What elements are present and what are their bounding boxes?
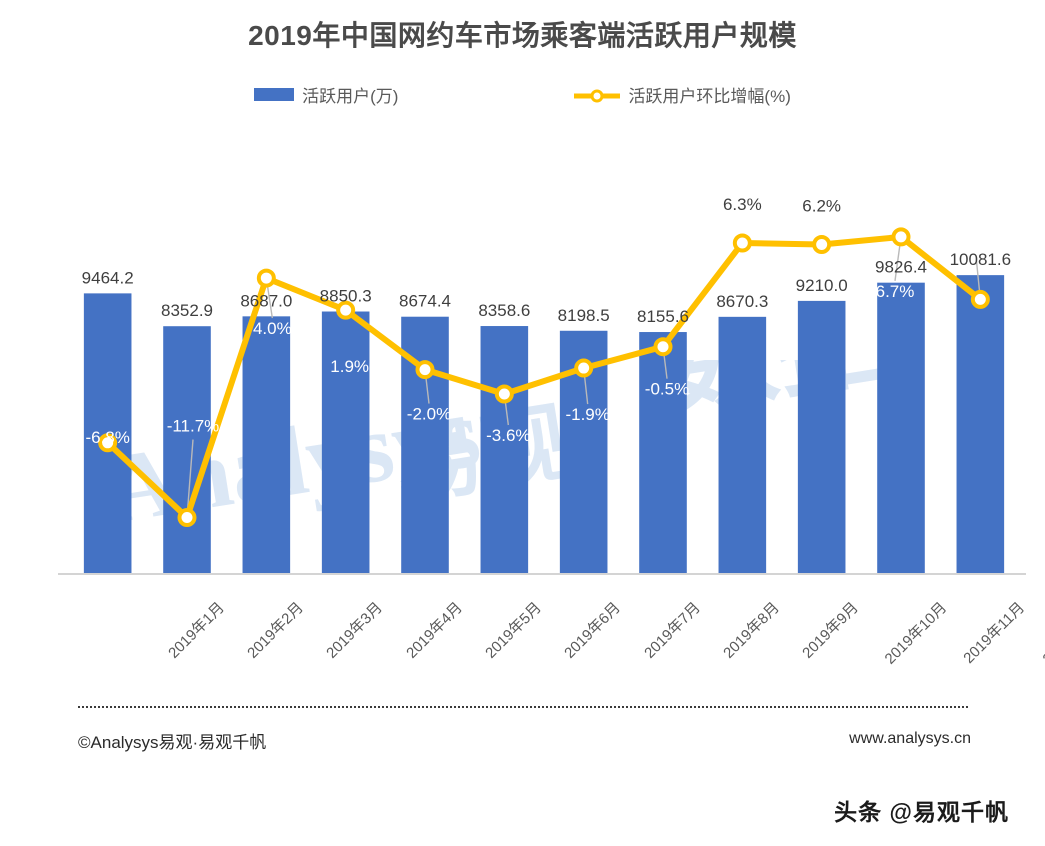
bar-9[interactable] [718,316,767,573]
chart-title: 2019年中国网约车市场乘客端活跃用户规模 [248,20,797,51]
bar-value-label-2: 8352.9 [161,301,213,320]
bar-11[interactable] [877,282,925,573]
growth-value-label-6: -3.6% [486,426,530,445]
line-marker-1[interactable] [98,433,118,453]
growth-value-label-1: -6.8% [85,428,129,447]
legend-line-swatch-icon [574,88,621,102]
bar-value-label-6: 8358.6 [478,301,530,320]
bar-series-group [83,275,1005,573]
bar-value-label-9: 8670.3 [716,292,768,311]
bar-value-label-1: 9464.2 [82,268,134,287]
growth-value-label-7: -1.9% [565,405,609,424]
chart-legend: 活跃用户(万) 活跃用户环比增幅(%) [0,82,1045,107]
legend-item-growth-rate-label: 活跃用户环比增幅(%) [628,87,791,106]
growth-value-label-8: -0.5% [645,380,689,399]
bar-value-label-5: 8674.4 [399,292,451,311]
leader-line-2 [186,439,194,518]
bar-1[interactable] [83,293,132,573]
bar-value-label-3: 8687.0 [240,291,292,310]
growth-value-label-2: -11.7% [167,417,220,436]
bar-value-labels: 9464.2 8352.9 8687.0 8850.3 8674.4 8358.6 8198… [82,250,1011,326]
legend-item-growth-rate[interactable]: 活跃用户环比增幅(%) [574,82,791,107]
line-marker-4[interactable] [336,300,356,320]
bar-8[interactable] [639,332,687,573]
line-marker-11[interactable] [891,227,911,247]
bar-value-label-7: 8198.5 [558,306,610,325]
line-series-group [98,227,990,528]
bar-value-label-8: 8155.6 [637,307,689,326]
bar-2[interactable] [163,326,211,573]
bar-3[interactable] [242,316,291,573]
growth-value-label-3: 4.0% [253,319,292,338]
footer-divider [78,706,968,708]
footer-website[interactable]: www.analysys.cn [849,730,971,747]
legend-item-active-users-label: 活跃用户(万) [302,87,399,106]
bar-value-label-4: 8850.3 [320,287,372,306]
bar-value-label-10: 9210.0 [796,276,848,295]
bar-10[interactable] [797,300,846,573]
brand-watermark: 头条 @易观千帆 [834,799,1009,825]
line-value-labels: -6.8% -11.7% 4.0% 1.9% -2.0% -3.6% -1.9% -0.5% 6… [85,195,995,447]
footer-copyright: ©Analysys易观·易观千帆 [78,733,267,752]
bar-12[interactable] [956,275,1005,573]
line-marker-12[interactable] [970,289,990,309]
line-marker-8[interactable] [653,337,673,357]
growth-value-label-9: 6.3% [723,195,762,214]
line-marker-9[interactable] [732,233,752,253]
growth-value-label-12: 2.6% [957,236,996,255]
growth-value-label-11: 6.7% [876,282,915,301]
line-marker-7[interactable] [574,358,594,378]
line-marker-3[interactable] [256,268,276,288]
line-marker-5[interactable] [415,360,435,380]
legend-item-active-users[interactable]: 活跃用户(万) [254,82,398,107]
growth-value-label-4: 1.9% [330,357,369,376]
line-marker-10[interactable] [812,235,832,255]
bar-6[interactable] [480,326,529,573]
bar-4[interactable] [321,311,370,573]
line-marker-2[interactable] [177,508,197,528]
bar-value-label-11: 9826.4 [875,258,927,277]
growth-rate-line[interactable] [104,233,984,521]
bar-value-label-12: 10081.6 [950,250,1011,269]
legend-bar-swatch-icon [254,88,295,101]
growth-value-label-10: 6.2% [802,197,841,216]
line-marker-6[interactable] [494,384,514,404]
growth-value-label-5: -2.0% [407,405,451,424]
